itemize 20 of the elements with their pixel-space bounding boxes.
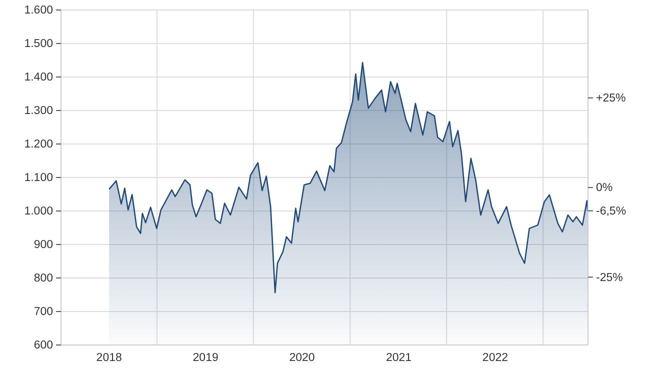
y-tick-label: 700 [34, 306, 53, 318]
y2-tick-label: -25% [596, 272, 623, 284]
x-tick-label: 2022 [482, 352, 508, 364]
x-tick-label: 2021 [386, 352, 412, 364]
y2-tick-label: -6,5% [596, 206, 626, 218]
y-tick-label: 1.100 [24, 172, 53, 184]
y2-tick-label: +25% [596, 92, 626, 105]
x-tick-label: 2018 [96, 352, 122, 364]
y-tick-label: 600 [34, 340, 53, 352]
x-tick-label: 2020 [289, 352, 315, 364]
y-tick-label: 900 [34, 239, 53, 252]
y2-tick-label: 0% [596, 182, 613, 194]
y-tick-label: 1.600 [24, 4, 53, 17]
y-tick-label: 1.300 [24, 105, 53, 118]
x-tick-label: 2019 [192, 352, 218, 364]
y-tick-label: 1.000 [24, 206, 53, 218]
y-tick-label: 1.200 [24, 138, 53, 151]
y-tick-label: 800 [34, 272, 53, 285]
y-tick-label: 1.400 [24, 72, 53, 84]
y-tick-label: 1.500 [24, 38, 53, 50]
